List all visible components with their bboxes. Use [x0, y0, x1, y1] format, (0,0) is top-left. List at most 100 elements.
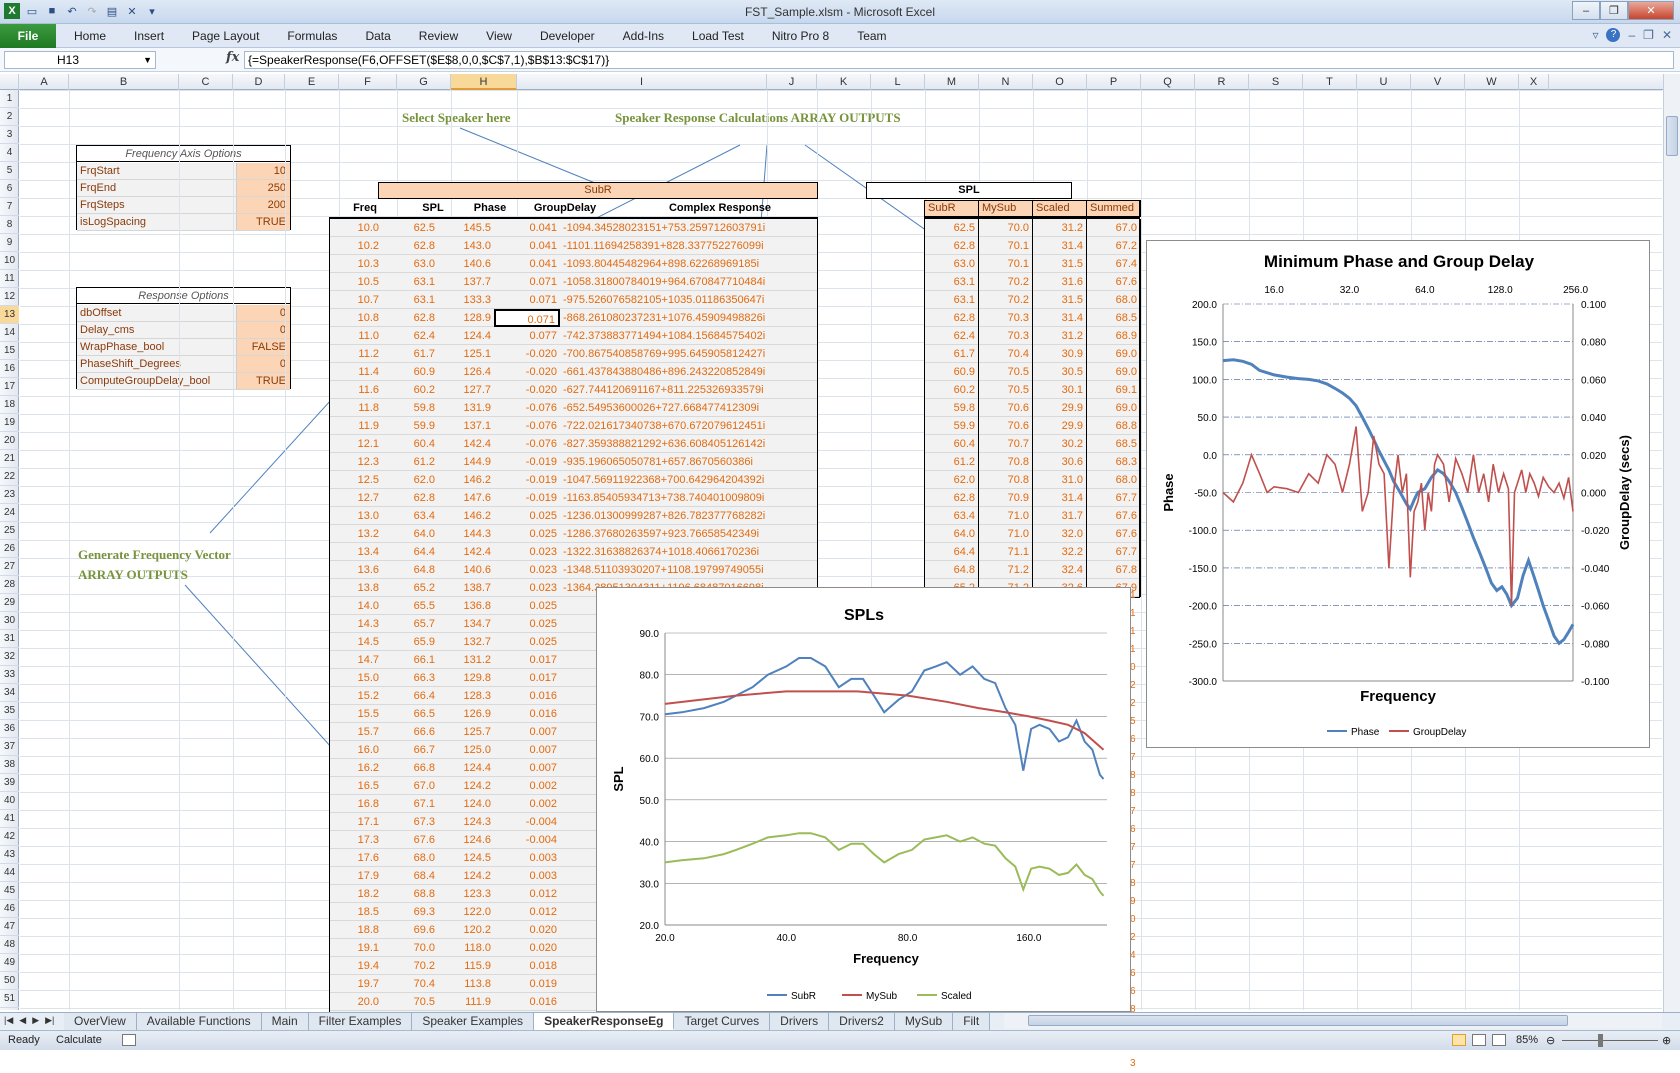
groupdelay-cell[interactable]: 0.041	[529, 240, 557, 252]
row-header-22[interactable]: 22	[0, 468, 19, 486]
groupdelay-cell[interactable]: 0.016	[529, 690, 557, 702]
complex-response-cell[interactable]: -722.021617340738+670.672079612451i	[563, 420, 766, 432]
spl-value-cell[interactable]: 71.0	[979, 525, 1033, 543]
horizontal-scroll-thumb[interactable]	[1028, 1015, 1568, 1026]
sheet-tab-speaker-examples[interactable]: Speaker Examples	[412, 1013, 535, 1030]
row-header-16[interactable]: 16	[0, 360, 19, 378]
phase-cell[interactable]: 125.1	[463, 348, 491, 360]
row-header-21[interactable]: 21	[0, 450, 19, 468]
spl-value-cell[interactable]: 67.6	[1087, 273, 1141, 291]
row-header-32[interactable]: 32	[0, 648, 19, 666]
column-header-F[interactable]: F	[339, 74, 397, 90]
resp_options-value[interactable]: TRUE	[237, 373, 290, 389]
freq-cell[interactable]: 15.7	[357, 726, 379, 738]
ribbon-tab-developer[interactable]: Developer	[539, 29, 595, 43]
column-header-O[interactable]: O	[1033, 74, 1087, 90]
groupdelay-cell[interactable]: -0.019	[525, 474, 557, 486]
phase-cell[interactable]: 124.0	[463, 798, 491, 810]
spl-cell[interactable]: 67.0	[413, 780, 435, 792]
phase-cell[interactable]: 132.7	[463, 636, 491, 648]
row-header-8[interactable]: 8	[0, 216, 19, 234]
freq-cell[interactable]: 14.5	[357, 636, 379, 648]
spl-value-cell[interactable]: 68.8	[1087, 417, 1141, 435]
row-header-35[interactable]: 35	[0, 702, 19, 720]
freq-cell[interactable]: 17.3	[357, 834, 379, 846]
phase-cell[interactable]: 113.8	[464, 978, 491, 990]
spl-value-cell[interactable]: 29.9	[1033, 417, 1087, 435]
column-header-U[interactable]: U	[1357, 74, 1411, 90]
page-break-view-icon[interactable]	[1492, 1034, 1506, 1046]
phase-cell[interactable]: 146.2	[463, 510, 491, 522]
zoom-slider[interactable]	[1562, 1040, 1658, 1041]
groupdelay-cell[interactable]: 0.017	[529, 672, 557, 684]
phase-cell[interactable]: 125.7	[463, 726, 491, 738]
spl-value-cell[interactable]: 68.3	[1087, 453, 1141, 471]
vertical-scroll-thumb[interactable]	[1666, 116, 1678, 156]
freq-cell[interactable]: 15.0	[357, 672, 379, 684]
column-header-W[interactable]: W	[1465, 74, 1519, 90]
spl-value-cell[interactable]: 31.2	[1033, 327, 1087, 345]
sheet-tab-target-curves[interactable]: Target Curves	[674, 1013, 771, 1030]
spl-value-cell[interactable]: 71.1	[979, 543, 1033, 561]
redo-icon[interactable]: ↷	[87, 5, 97, 18]
groupdelay-cell[interactable]: 0.023	[529, 546, 557, 558]
freq-cell[interactable]: 14.7	[357, 654, 379, 666]
phase-cell[interactable]: 133.3	[463, 294, 491, 306]
phase-cell[interactable]: 124.2	[463, 870, 491, 882]
groupdelay-cell[interactable]: 0.016	[529, 708, 557, 720]
freq-cell[interactable]: 15.5	[357, 708, 379, 720]
freq-cell[interactable]: 13.4	[357, 546, 379, 558]
row-header-23[interactable]: 23	[0, 486, 19, 504]
spl-value-cell[interactable]: 70.0	[979, 219, 1033, 237]
freq-cell[interactable]: 11.4	[358, 366, 379, 378]
spl-value-cell[interactable]: 70.5	[979, 363, 1033, 381]
groupdelay-cell[interactable]: -0.076	[525, 438, 557, 450]
spl-cell[interactable]: 63.1	[413, 276, 435, 288]
spl-cell[interactable]: 60.2	[413, 384, 435, 396]
row-header-19[interactable]: 19	[0, 414, 19, 432]
phase-cell[interactable]: 144.3	[463, 528, 491, 540]
spl-cell[interactable]: 65.9	[413, 636, 435, 648]
sheet-tab-main[interactable]: Main	[261, 1013, 309, 1030]
help-icon[interactable]: ?	[1606, 28, 1621, 42]
phase-cell[interactable]: 134.7	[463, 618, 491, 630]
freq-cell[interactable]: 12.3	[357, 456, 379, 468]
groupdelay-cell[interactable]: 0.071	[494, 309, 560, 327]
complex-response-cell[interactable]: -1047.56911922368+700.642964204392i	[563, 474, 765, 486]
row-header-5[interactable]: 5	[0, 162, 19, 180]
spl-value-cell[interactable]: 70.1	[979, 237, 1033, 255]
customize-toolbar-icon[interactable]: ▾	[149, 5, 155, 18]
column-header-D[interactable]: D	[233, 74, 285, 90]
row-header-27[interactable]: 27	[0, 558, 19, 576]
row-header-6[interactable]: 6	[0, 180, 19, 198]
complex-response-cell[interactable]: -700.867540858769+995.645905812427i	[563, 348, 766, 360]
spl-value-cell[interactable]: 70.3	[979, 327, 1033, 345]
freq-cell[interactable]: 10.0	[357, 222, 379, 234]
phase-cell[interactable]: 124.2	[463, 780, 491, 792]
select-all-corner[interactable]	[0, 74, 19, 90]
freq-cell[interactable]: 13.8	[357, 582, 379, 594]
spl-value-cell[interactable]: 69.0	[1087, 363, 1141, 381]
spl-value-cell[interactable]: 67.7	[1087, 543, 1141, 561]
spl-value-cell[interactable]: 60.2	[925, 381, 979, 399]
spl-value-cell[interactable]: 69.0	[1087, 399, 1141, 417]
freq-cell[interactable]: 11.2	[358, 348, 379, 360]
first-sheet-icon[interactable]: |◀	[4, 1015, 14, 1025]
groupdelay-cell[interactable]: -0.020	[525, 366, 557, 378]
spl-value-cell[interactable]: 31.4	[1033, 237, 1087, 255]
spl-value-cell[interactable]: 31.6	[1033, 273, 1087, 291]
groupdelay-cell[interactable]: 0.002	[529, 780, 557, 792]
freq-cell[interactable]: 16.5	[357, 780, 379, 792]
freq-cell[interactable]: 11.8	[358, 402, 379, 414]
spl-value-cell[interactable]: 70.2	[979, 291, 1033, 309]
freq-cell[interactable]: 11.0	[358, 330, 379, 342]
column-header-Q[interactable]: Q	[1141, 74, 1195, 90]
phase-cell[interactable]: 123.3	[463, 888, 491, 900]
phase-cell[interactable]: 126.9	[463, 708, 491, 720]
spl-cell[interactable]: 69.3	[413, 906, 435, 918]
column-header-X[interactable]: X	[1519, 74, 1549, 90]
sheet-tab-drivers2[interactable]: Drivers2	[829, 1013, 895, 1030]
row-header-24[interactable]: 24	[0, 504, 19, 522]
minimize-ribbon-icon[interactable]: ▿	[1592, 28, 1599, 42]
spl-value-cell[interactable]: 31.5	[1033, 255, 1087, 273]
